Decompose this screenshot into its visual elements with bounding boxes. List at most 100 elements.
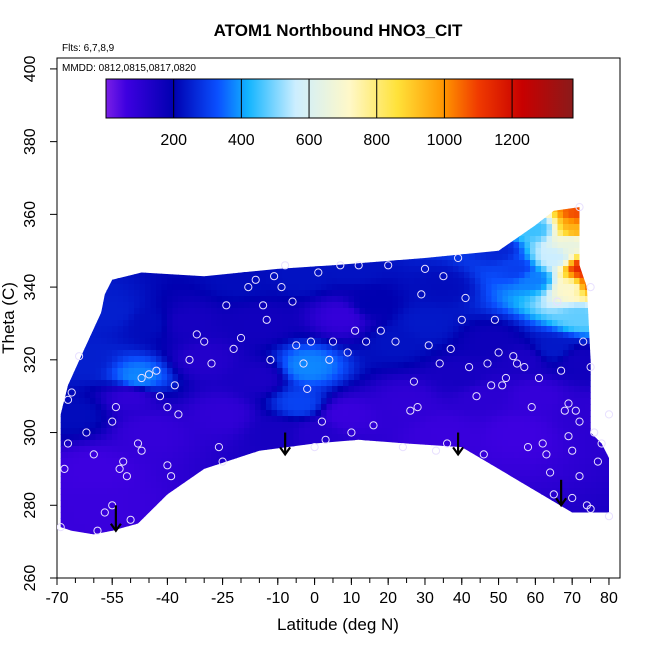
heatmap-cell — [277, 440, 284, 447]
heatmap-cell — [359, 428, 366, 435]
heatmap-cell — [310, 374, 317, 381]
heatmap-cell — [156, 500, 163, 507]
heatmap-cell — [84, 308, 91, 315]
heatmap-cell — [304, 356, 311, 363]
heatmap-cell — [387, 512, 394, 519]
heatmap-cell — [194, 224, 201, 231]
heatmap-cell — [106, 290, 113, 297]
heatmap-cell — [469, 440, 476, 447]
heatmap-cell — [68, 422, 75, 429]
heatmap-cell — [194, 350, 201, 357]
heatmap-cell — [436, 254, 443, 261]
heatmap-cell — [480, 530, 487, 535]
heatmap-cell — [117, 368, 124, 375]
heatmap-cell — [348, 344, 355, 351]
heatmap-cell — [156, 398, 163, 405]
heatmap-cell — [442, 542, 448, 549]
heatmap-cell — [95, 458, 102, 465]
heatmap-cell — [348, 488, 355, 495]
heatmap-cell — [73, 248, 80, 255]
heatmap-cell — [238, 518, 245, 525]
heatmap-cell — [172, 344, 179, 351]
heatmap-cell — [79, 470, 86, 477]
heatmap-cell — [299, 452, 306, 459]
heatmap-cell — [475, 398, 482, 405]
heatmap-cell — [398, 506, 405, 513]
heatmap-cell — [442, 362, 449, 369]
heatmap-cell — [101, 422, 108, 429]
heatmap-cell — [139, 446, 146, 453]
heatmap-cell — [354, 380, 361, 387]
heatmap-cell — [222, 380, 229, 387]
heatmap-cell — [145, 338, 152, 345]
heatmap-cell — [431, 302, 438, 309]
heatmap-cell — [431, 494, 438, 501]
heatmap-cell — [156, 266, 163, 273]
heatmap-cell — [112, 320, 119, 327]
heatmap-cell — [304, 494, 311, 501]
heatmap-cell — [206, 548, 212, 555]
heatmap-cell — [60, 356, 64, 363]
heatmap-cell — [266, 518, 273, 525]
heatmap-cell — [447, 386, 454, 393]
heatmap-cell — [288, 242, 295, 249]
heatmap-cell — [227, 512, 234, 519]
heatmap-cell — [458, 344, 465, 351]
heatmap-cell — [337, 422, 344, 429]
heatmap-cell — [409, 476, 416, 483]
heatmap-cell — [266, 296, 273, 303]
heatmap-cell — [414, 476, 421, 483]
heatmap-cell — [315, 284, 322, 291]
heatmap-cell — [387, 536, 393, 543]
heatmap-cell — [112, 284, 119, 291]
heatmap-cell — [222, 482, 229, 489]
heatmap-cell — [112, 356, 119, 363]
heatmap-cell — [194, 440, 201, 447]
heatmap-cell — [117, 434, 124, 441]
heatmap-cell — [403, 452, 410, 459]
heatmap-cell — [255, 386, 262, 393]
heatmap-cell — [431, 380, 438, 387]
heatmap-cell — [321, 212, 328, 219]
heatmap-cell — [409, 566, 415, 573]
heatmap-cell — [447, 338, 454, 345]
heatmap-cell — [365, 236, 372, 243]
heatmap-cell — [370, 488, 377, 495]
heatmap-cell — [233, 416, 240, 423]
heatmap-cell — [398, 500, 405, 507]
heatmap-cell — [321, 266, 328, 273]
heatmap-cell — [266, 308, 273, 315]
heatmap-cell — [255, 506, 262, 513]
heatmap-cell — [172, 308, 179, 315]
heatmap-cell — [178, 422, 185, 429]
heatmap-cell — [310, 524, 317, 531]
heatmap-cell — [437, 560, 443, 567]
heatmap-cell — [442, 356, 449, 363]
heatmap-cell — [233, 380, 240, 387]
heatmap-cell — [167, 518, 174, 525]
heatmap-cell — [458, 338, 465, 345]
heatmap-cell — [62, 392, 69, 399]
heatmap-cell — [195, 566, 201, 573]
heatmap-cell — [475, 326, 482, 333]
heatmap-cell — [480, 488, 487, 495]
heatmap-cell — [370, 224, 377, 231]
heatmap-cell — [315, 290, 322, 297]
heatmap-cell — [95, 272, 102, 279]
heatmap-cell — [73, 254, 80, 261]
heatmap-cell — [101, 338, 108, 345]
heatmap-cell — [178, 452, 185, 459]
heatmap-cell — [343, 212, 350, 219]
heatmap-cell — [95, 428, 102, 435]
heatmap-cell — [326, 308, 333, 315]
heatmap-cell — [442, 518, 449, 525]
heatmap-cell — [436, 380, 443, 387]
heatmap-cell — [475, 458, 482, 465]
heatmap-cell — [172, 530, 179, 535]
heatmap-cell — [337, 440, 344, 447]
heatmap-cell — [216, 338, 223, 345]
heatmap-cell — [244, 542, 250, 549]
heatmap-cell — [145, 404, 152, 411]
heatmap-cell — [249, 332, 256, 339]
heatmap-cell — [409, 542, 415, 549]
